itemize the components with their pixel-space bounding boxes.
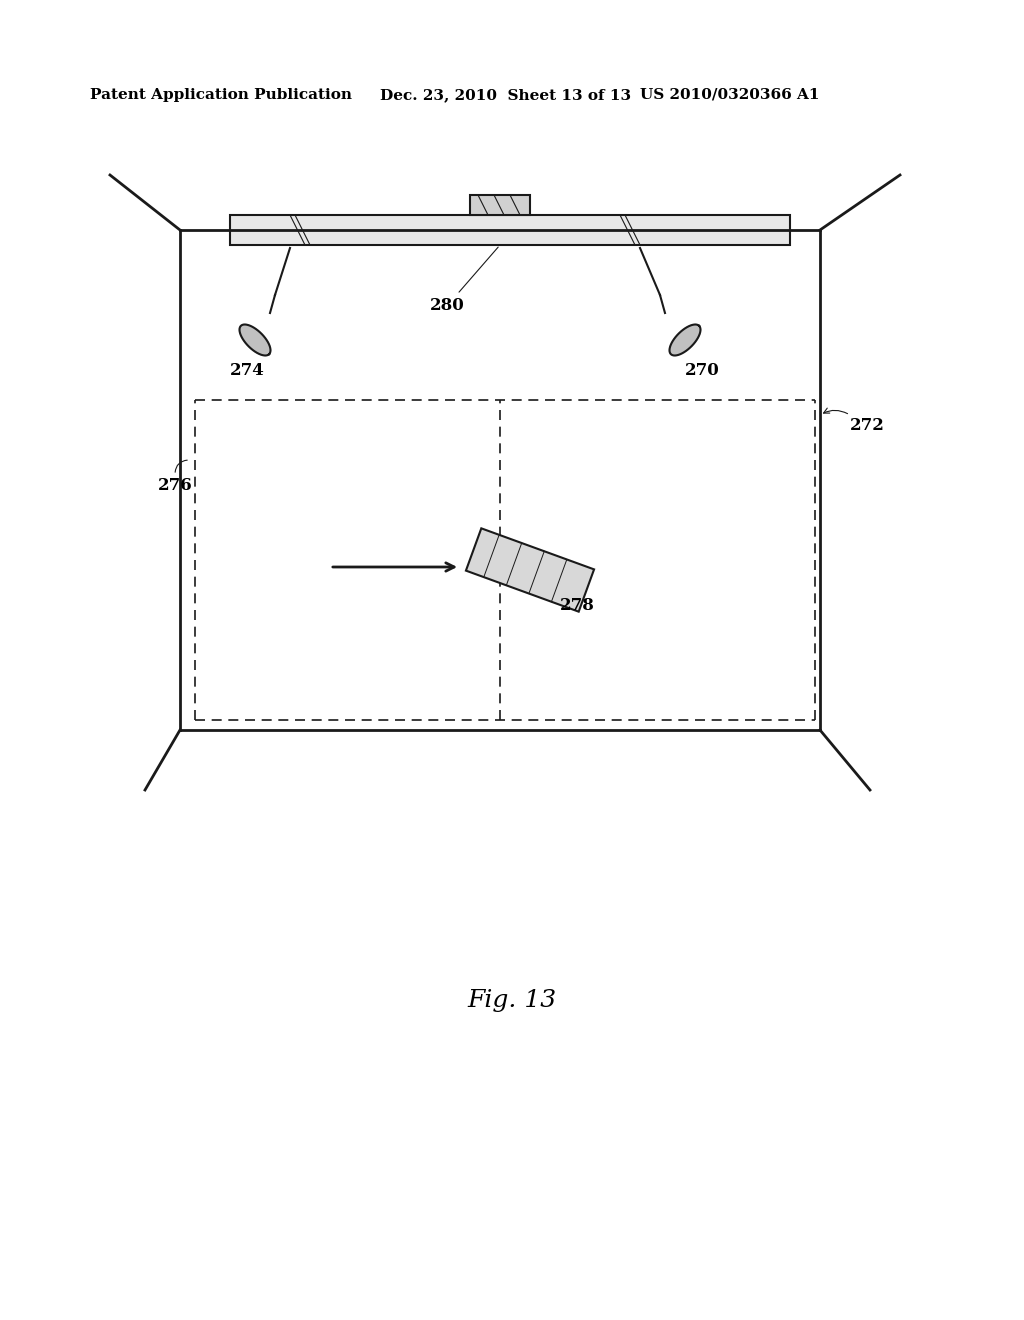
Text: 272: 272 — [850, 417, 885, 434]
Text: US 2010/0320366 A1: US 2010/0320366 A1 — [640, 88, 819, 102]
Text: 280: 280 — [430, 247, 499, 314]
Text: 278: 278 — [560, 597, 595, 614]
Text: 276: 276 — [158, 477, 193, 494]
Polygon shape — [466, 528, 594, 611]
Text: 274: 274 — [230, 362, 265, 379]
Polygon shape — [670, 325, 700, 355]
Polygon shape — [240, 325, 270, 355]
Text: Fig. 13: Fig. 13 — [467, 989, 557, 1011]
Text: Patent Application Publication: Patent Application Publication — [90, 88, 352, 102]
Text: 270: 270 — [685, 362, 720, 379]
Bar — [230, 215, 790, 246]
Bar — [470, 195, 530, 215]
Text: Dec. 23, 2010  Sheet 13 of 13: Dec. 23, 2010 Sheet 13 of 13 — [380, 88, 631, 102]
